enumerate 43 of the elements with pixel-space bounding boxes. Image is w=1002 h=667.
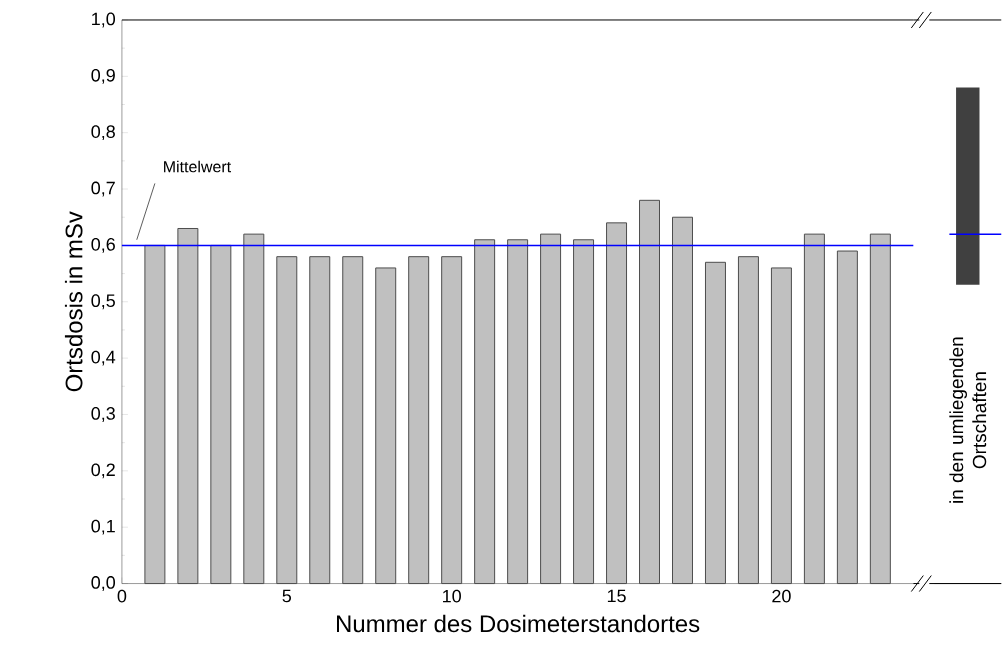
bar — [276, 255, 298, 584]
x-tick-label: 15 — [607, 589, 626, 603]
bar — [177, 227, 199, 584]
bar — [606, 222, 628, 584]
y-tick-label: 0,1 — [91, 519, 115, 535]
bar — [474, 239, 496, 584]
y-tick-label: 0,6 — [91, 237, 115, 253]
y-tick-label: 0,3 — [91, 406, 115, 422]
bar — [243, 233, 265, 584]
y-tick-label: 0,9 — [91, 68, 115, 84]
y-tick-label: 0,2 — [91, 463, 115, 479]
ref-line-label: Mittelwert — [164, 160, 232, 173]
bar — [309, 255, 331, 584]
bar — [144, 244, 166, 584]
annotation: in den umliegenden Ortschaften — [949, 337, 987, 503]
x-tick-label: 0 — [117, 589, 127, 603]
y-tick-label: 1,0 — [92, 12, 116, 28]
x-axis-title: Nummer des Dosimeterstandortes — [337, 614, 700, 633]
bar — [704, 261, 726, 584]
bar — [408, 255, 430, 584]
y-tick-label: 0,7 — [91, 181, 115, 197]
bar — [803, 233, 825, 584]
bar — [672, 216, 693, 584]
bar — [441, 255, 463, 584]
bar — [639, 199, 661, 584]
y-axis-title: Ortsdosis in mSv — [64, 211, 83, 392]
y-tick-label: 0,5 — [91, 294, 115, 309]
x-tick-label: 5 — [282, 589, 292, 603]
bar — [540, 233, 562, 584]
x-tick-label: 10 — [443, 589, 461, 603]
bar — [210, 244, 232, 584]
y-tick-label: 0,0 — [91, 575, 116, 591]
bar — [770, 267, 792, 584]
bar — [836, 250, 858, 584]
bar — [869, 233, 891, 584]
bar — [342, 255, 364, 584]
bar — [573, 239, 595, 584]
y-tick-label: 0,8 — [91, 125, 115, 140]
bar — [375, 267, 397, 584]
bar — [507, 239, 529, 584]
y-tick-label: 0,4 — [91, 350, 116, 366]
x-tick-label: 20 — [772, 589, 791, 603]
bar — [737, 255, 759, 584]
